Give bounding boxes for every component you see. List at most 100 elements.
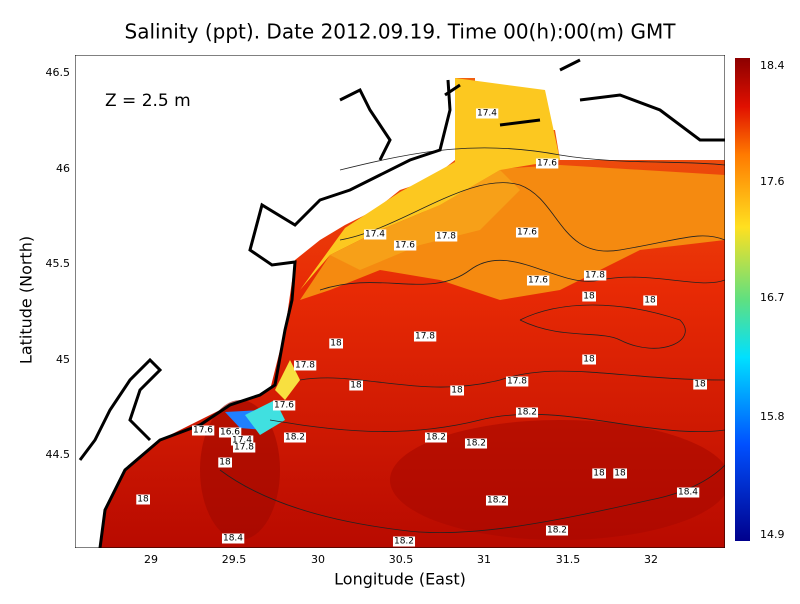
contour-label: 17.8: [585, 271, 605, 281]
contour-label-box: [293, 360, 317, 371]
contour-label: 17.6: [537, 159, 557, 169]
contour-label: 18: [614, 469, 626, 479]
contour-label: 18: [593, 469, 605, 479]
contour-label-box: [349, 380, 363, 391]
contour-label: 18: [644, 296, 656, 306]
contour-label-box: [505, 376, 529, 387]
contour-label: 17.6: [274, 401, 294, 411]
x-ticks: 29 29.5 30 30.5 31 31.5 32: [144, 553, 658, 566]
contour-label: 17.8: [436, 232, 456, 242]
contour-label: 17.6: [517, 228, 537, 238]
contour-label: 17.4: [365, 230, 385, 240]
colorbar-tick-label: 18.4: [760, 59, 785, 72]
x-tick-label: 32: [644, 553, 658, 566]
contour-label-box: [464, 438, 488, 449]
contour-label-box: [582, 354, 596, 365]
contour-label: 17.8: [295, 361, 315, 371]
title: Salinity (ppt). Date 2012.09.19. Time 00…: [125, 20, 677, 44]
contour-label-box: [221, 533, 245, 544]
contour-label-box: [413, 331, 437, 342]
contour-label-box: [191, 425, 215, 436]
contour-label: 18: [694, 380, 706, 390]
y-tick-label: 44.5: [46, 448, 71, 461]
contour-label: 17.6: [528, 276, 548, 286]
x-tick-label: 29.5: [222, 553, 247, 566]
contour-label-box: [272, 400, 296, 411]
contour-label-box: [434, 231, 458, 242]
contour-label-box: [485, 495, 509, 506]
x-axis-label: Longitude (East): [334, 570, 466, 589]
contour-label-box: [676, 487, 700, 498]
x-tick-label: 30: [311, 553, 325, 566]
contour-label: 18: [330, 339, 342, 349]
contour-label-box: [582, 291, 596, 302]
x-tick-label: 31.5: [556, 553, 581, 566]
contour-label: 17.6: [395, 241, 415, 251]
contour-label: 18: [137, 495, 149, 505]
contour-label-box: [392, 536, 416, 547]
contour-labels: 17.417.617.417.617.8 17.617.6 17.818 181817…: [136, 108, 707, 547]
contour-label-box: [515, 227, 539, 238]
contour-label-box: [283, 432, 307, 443]
y-tick-label: 46: [56, 162, 70, 175]
contour-label-box: [535, 158, 559, 169]
contour-label-box: [329, 338, 343, 349]
contour-label-box: [592, 468, 606, 479]
colorbar-tick-label: 14.9: [760, 528, 785, 541]
y-axis-label: Latitude (North): [17, 236, 36, 364]
contour-label-box: [475, 108, 499, 119]
colorbar-tick-label: 15.8: [760, 410, 785, 423]
salinity-field: [75, 55, 725, 548]
x-tick-label: 30.5: [389, 553, 414, 566]
contour-label: 18.2: [426, 433, 446, 443]
x-tick-label: 29: [144, 553, 158, 566]
contour-label-box: [218, 457, 232, 468]
contour-label: 18: [583, 292, 595, 302]
colorbar-tick-label: 17.6: [760, 175, 785, 188]
contour-label: 17.8: [415, 332, 435, 342]
contour-label-box: [526, 275, 550, 286]
contour-label: 17.8: [234, 443, 254, 453]
contour-label: 18: [583, 355, 595, 365]
contour-label: 18.2: [517, 408, 537, 418]
contour-label-box: [232, 442, 256, 453]
contour-label: 18.2: [394, 537, 414, 547]
contour-label: 18: [350, 381, 362, 391]
contour-label: 18.2: [466, 439, 486, 449]
contour-label-box: [613, 468, 627, 479]
contour-label: 17.6: [193, 426, 213, 436]
contour-label: 17.4: [232, 436, 252, 446]
colorbar: [735, 58, 750, 541]
colorbar-tick-label: 16.7: [760, 291, 785, 304]
contour-label-box: [643, 295, 657, 306]
depth-annotation: Z = 2.5 m: [105, 91, 191, 111]
y-tick-label: 45.5: [46, 257, 71, 270]
contour-label: 16.6: [220, 428, 240, 438]
contour-label-box: [424, 432, 448, 443]
colorbar-ticks: 18.4 17.6 16.7 15.8 14.9: [760, 59, 785, 541]
contour-label: 18: [451, 386, 463, 396]
contour-label-box: [393, 240, 417, 251]
contour-label-box: [218, 427, 242, 438]
contour-label: 18.2: [285, 433, 305, 443]
contour-label: 18: [219, 458, 231, 468]
y-tick-label: 45: [56, 353, 70, 366]
contour-label: 18.4: [678, 488, 698, 498]
contour-label-box: [545, 525, 569, 536]
y-tick-label: 46.5: [46, 66, 71, 79]
contour-label-box: [136, 494, 150, 505]
contour-label-box: [583, 270, 607, 281]
contour-label: 17.8: [507, 377, 527, 387]
contour-label-box: [693, 379, 707, 390]
x-tick-label: 31: [477, 553, 491, 566]
y-ticks: 46.5 46 45.5 45 44.5: [46, 66, 71, 461]
contour-label: 18.2: [487, 496, 507, 506]
contour-label-box: [230, 435, 254, 446]
contour-label-box: [515, 407, 539, 418]
contour-label-box: [450, 385, 464, 396]
contour-label: 18.2: [547, 526, 567, 536]
contour-label: 18.4: [223, 534, 243, 544]
contour-label-box: [363, 229, 387, 240]
contour-label: 17.4: [477, 109, 497, 119]
